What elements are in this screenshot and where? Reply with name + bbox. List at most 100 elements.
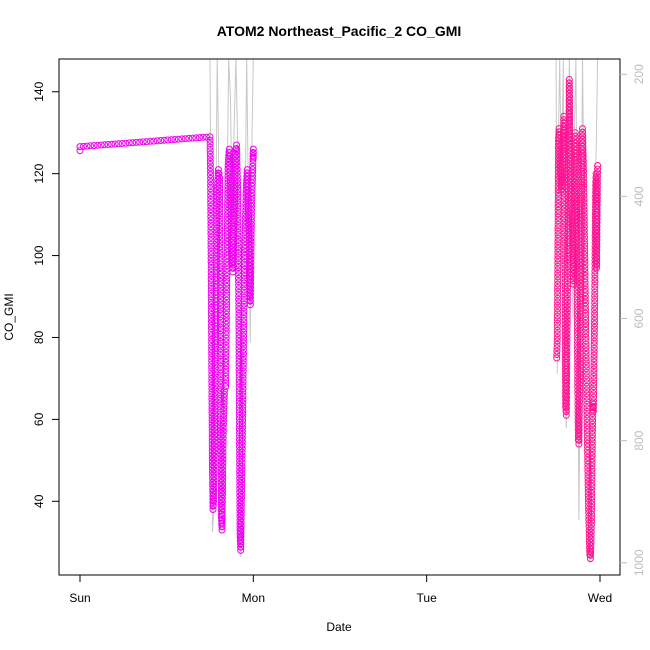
data-point (576, 384, 584, 392)
data-point (233, 145, 241, 152)
data-point (580, 226, 588, 234)
data-point (210, 462, 218, 470)
data-point (233, 169, 241, 177)
data-point (216, 215, 224, 223)
data-point (234, 232, 242, 240)
data-point (588, 431, 596, 439)
data-point (249, 159, 257, 167)
data-point (83, 142, 91, 150)
data-point (125, 139, 133, 147)
data-point (554, 287, 562, 295)
data-point (588, 514, 596, 522)
data-point (554, 200, 562, 207)
data-point (216, 299, 224, 306)
data-point (575, 419, 583, 427)
data-point (580, 199, 588, 207)
data-point (572, 136, 579, 143)
data-point (554, 241, 562, 249)
data-point (235, 355, 243, 363)
data-point (579, 150, 587, 157)
data-point (216, 281, 224, 289)
data-point (589, 417, 597, 425)
data-point (579, 146, 587, 154)
data-point (207, 192, 215, 200)
data-point (563, 298, 571, 306)
data-point (215, 170, 223, 178)
data-point (554, 196, 562, 204)
data-point (206, 140, 214, 148)
data-point (593, 247, 601, 254)
data-point (593, 236, 601, 244)
data-point (174, 135, 182, 143)
data-point (575, 412, 583, 420)
data-point (118, 140, 126, 147)
data-point (583, 379, 590, 387)
data-point (581, 247, 589, 255)
data-point (554, 273, 562, 281)
data-point (235, 404, 243, 412)
data-point (185, 134, 193, 142)
data-point (218, 515, 226, 523)
data-point (581, 268, 589, 276)
data-point (584, 485, 592, 493)
y-tick-label: 40 (32, 494, 46, 508)
data-point (591, 320, 598, 328)
data-point (564, 218, 572, 226)
data-point (563, 369, 571, 377)
data-point (248, 179, 256, 187)
data-point (249, 169, 257, 177)
data-point (582, 326, 590, 334)
data-point (582, 358, 590, 365)
data-point (146, 137, 154, 145)
data-point (553, 347, 561, 355)
data-point (234, 257, 242, 265)
data-point (582, 340, 590, 348)
data-point (211, 421, 219, 428)
data-point (234, 204, 242, 212)
data-point (132, 138, 140, 146)
data-point (216, 267, 224, 275)
data-point (247, 280, 255, 288)
data-point (216, 291, 224, 299)
data-point (222, 369, 230, 377)
data-point (210, 473, 218, 481)
data-point (217, 355, 225, 363)
data-point (590, 365, 598, 373)
data-point (554, 291, 562, 299)
data-point (564, 204, 572, 212)
data-point (590, 376, 598, 384)
data-point (554, 269, 562, 277)
data-point (590, 372, 598, 380)
data-point (216, 233, 224, 240)
data-point (554, 224, 562, 232)
y-tick-label: 120 (32, 163, 46, 183)
data-point (248, 196, 256, 204)
data-point (588, 452, 596, 460)
data-point (582, 344, 590, 352)
data-point (587, 524, 595, 532)
data-point (573, 223, 581, 231)
data-point (234, 193, 242, 201)
data-point (554, 245, 562, 253)
data-point (238, 469, 246, 477)
data-point (240, 318, 248, 326)
data-point (222, 372, 230, 380)
data-point (235, 373, 243, 381)
data-point (219, 480, 227, 488)
data-point (188, 134, 196, 142)
data-point (553, 323, 561, 331)
data-point (234, 183, 242, 191)
data-point (223, 286, 231, 294)
data-point (581, 285, 589, 293)
data-point (582, 365, 590, 373)
data-point (237, 532, 245, 540)
data-point (581, 233, 588, 241)
data-point (136, 138, 144, 146)
data-point (234, 186, 242, 194)
data-point (249, 172, 256, 180)
data-point (230, 201, 238, 209)
data-point (248, 176, 256, 184)
data-point (580, 167, 587, 175)
data-point (554, 206, 562, 214)
data-point (587, 548, 595, 556)
